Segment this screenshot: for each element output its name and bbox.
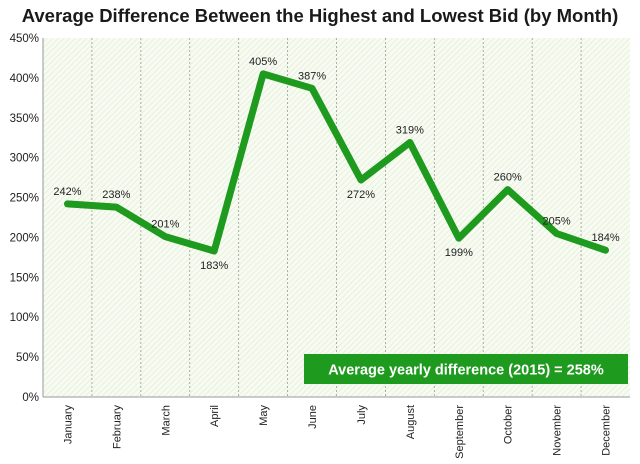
- y-tick-label: 400%: [10, 73, 39, 85]
- x-tick-label: July: [356, 405, 368, 425]
- gridlines: [42, 38, 630, 398]
- y-tick-label: 350%: [10, 113, 39, 125]
- data-label: 183%: [200, 260, 228, 272]
- data-label: 242%: [53, 186, 81, 198]
- average-callout-text: Average yearly difference (2015) = 258%: [328, 363, 604, 379]
- data-labels: 242% 238% 201% 183% 405% 387% 272% 319% 199% 260%…: [53, 56, 619, 272]
- data-label: 405%: [249, 56, 277, 68]
- x-tick-label: March: [160, 405, 172, 436]
- x-tick-label: February: [111, 405, 123, 450]
- average-callout: Average yearly difference (2015) = 258%: [304, 354, 628, 384]
- x-tick-label: August: [405, 405, 417, 439]
- y-tick-label: 0%: [22, 392, 39, 404]
- y-tick-label: 200%: [10, 232, 39, 244]
- y-tick-label: 250%: [10, 193, 39, 205]
- average-callout-box: [304, 354, 628, 384]
- data-label: 205%: [543, 215, 571, 227]
- y-tick-label: 150%: [10, 272, 39, 284]
- data-label: 319%: [396, 125, 424, 137]
- data-label: 184%: [591, 232, 619, 244]
- data-label: 201%: [151, 219, 179, 231]
- x-tick-label: April: [209, 405, 221, 427]
- plot-area: [43, 38, 630, 397]
- series-line-layer: [64, 70, 609, 255]
- x-tick-label: September: [454, 405, 466, 459]
- y-tick-label: 300%: [10, 153, 39, 165]
- y-tick-label: 450%: [10, 33, 39, 45]
- data-label: 272%: [347, 189, 375, 201]
- chart-title: Average Difference Between the Highest a…: [21, 5, 619, 26]
- x-tick-label: December: [601, 405, 613, 456]
- y-tick-label: 50%: [16, 352, 39, 364]
- data-label: 199%: [445, 247, 473, 259]
- data-label: 238%: [102, 189, 130, 201]
- data-label: 387%: [298, 70, 326, 82]
- x-axis-ticks: January February March April May June July Augu…: [62, 405, 612, 459]
- x-tick-label: June: [307, 405, 319, 429]
- x-tick-label: January: [62, 405, 74, 445]
- x-tick-label: November: [552, 405, 564, 456]
- y-tick-label: 100%: [10, 312, 39, 324]
- y-axis-ticks: 0% 50% 100% 150% 200% 250% 300% 350% 400% 450%: [10, 33, 39, 404]
- x-tick-label: May: [258, 405, 270, 426]
- data-label: 260%: [494, 172, 522, 184]
- series-line: [64, 70, 609, 255]
- x-tick-label: October: [503, 405, 515, 444]
